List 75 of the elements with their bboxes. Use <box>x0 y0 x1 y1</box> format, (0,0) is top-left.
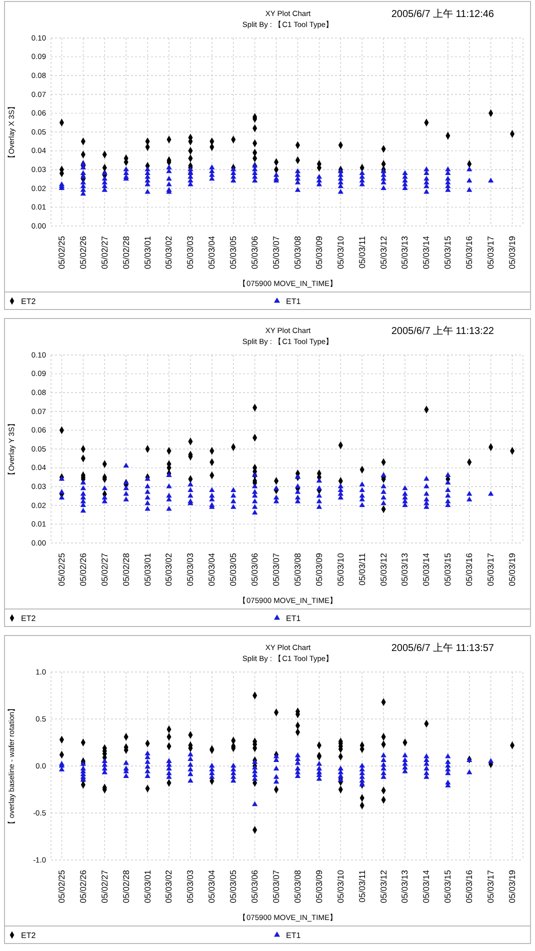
x-tick-label: 05/02/25 <box>56 236 66 270</box>
x-tick-label: 05/03/17 <box>486 236 496 270</box>
x-tick-label: 05/03/04 <box>206 870 217 904</box>
x-tick-label: 05/02/26 <box>78 870 88 904</box>
x-tick-label: 05/03/19 <box>506 236 517 270</box>
x-tick-label: 05/03/08 <box>292 236 302 270</box>
x-tick-label: 05/03/09 <box>314 236 324 270</box>
x-tick-label: 05/03/13 <box>400 236 410 270</box>
text: 2005/6/7 上午 11:13:57 <box>391 642 494 654</box>
x-tick-label: 05/03/14 <box>421 552 432 586</box>
x-tick-label: 05/03/13 <box>400 552 410 586</box>
x-tick-label: 05/02/27 <box>99 870 110 904</box>
x-tick-label: 05/03/10 <box>335 236 346 270</box>
x-tick-label: 05/03/02 <box>164 552 174 586</box>
x-tick-label: 05/03/07 <box>270 870 281 904</box>
x-tick-label: 05/02/25 <box>56 552 66 586</box>
x-tick-label: 05/03/16 <box>464 870 474 904</box>
x-tick-label: 05/03/11 <box>356 236 367 268</box>
text: 2005/6/7 上午 11:12:46 <box>391 8 494 20</box>
x-tick-label: 05/02/27 <box>99 236 110 270</box>
x-tick-label: 05/02/27 <box>99 552 110 586</box>
x-tick-label: 05/03/10 <box>335 552 346 586</box>
x-tick-label: 05/03/12 <box>378 552 388 586</box>
x-tick-label: 05/03/19 <box>506 552 517 586</box>
x-tick-label: 05/03/03 <box>185 236 196 270</box>
legend-label: ET2 <box>21 931 36 940</box>
x-tick-label: 05/03/08 <box>292 870 302 904</box>
x-tick-label: 05/03/03 <box>185 552 196 586</box>
x-tick-label: 05/03/05 <box>228 236 238 270</box>
legend-label: ET2 <box>21 297 36 306</box>
x-tick-label: 05/03/11 <box>356 870 367 902</box>
x-tick-label: 05/03/04 <box>206 552 217 586</box>
legend-label: ET1 <box>286 297 302 306</box>
x-tick-label: 05/02/28 <box>120 236 131 270</box>
x-tick-label: 05/03/11 <box>356 552 367 586</box>
x-tick-label: 05/03/01 <box>142 552 152 586</box>
legend-label: ET2 <box>21 614 36 623</box>
x-tick-label: 05/03/16 <box>464 236 474 270</box>
x-tick-label: 05/03/14 <box>421 236 432 270</box>
x-tick-label: 05/03/13 <box>400 870 410 904</box>
text: 2005/6/7 上午 11:13:22 <box>391 325 494 337</box>
x-tick-label: 05/03/09 <box>314 552 324 586</box>
x-tick-label: 05/03/07 <box>270 552 281 586</box>
x-tick-label: 05/03/07 <box>270 236 281 270</box>
x-tick-label: 05/03/15 <box>442 236 453 270</box>
x-tick-label: 05/03/06 <box>250 236 260 270</box>
x-tick-label: 05/03/05 <box>228 870 238 904</box>
x-tick-label: 05/03/15 <box>442 870 453 904</box>
x-tick-label: 05/03/06 <box>250 552 260 586</box>
x-tick-label: 05/03/14 <box>421 870 432 904</box>
x-tick-label: 05/03/05 <box>228 552 238 586</box>
x-tick-label: 05/03/02 <box>164 870 174 904</box>
x-tick-label: 05/03/02 <box>164 236 174 270</box>
x-tick-label: 05/02/28 <box>120 870 131 904</box>
x-tick-label: 05/03/12 <box>378 870 388 904</box>
x-tick-label: 05/03/01 <box>142 870 152 904</box>
x-tick-label: 05/02/26 <box>78 552 88 586</box>
x-tick-label: 05/03/06 <box>250 870 260 904</box>
x-tick-label: 05/03/17 <box>486 870 496 904</box>
x-tick-label: 05/02/28 <box>120 552 131 586</box>
x-tick-label: 05/03/04 <box>206 236 217 270</box>
x-tick-label: 05/03/10 <box>335 870 346 904</box>
x-tick-label: 05/03/08 <box>292 552 302 586</box>
x-tick-label: 05/02/25 <box>56 870 66 904</box>
x-tick-label: 05/03/03 <box>185 870 196 904</box>
x-tick-label: 05/02/26 <box>78 236 88 270</box>
x-tick-label: 05/03/16 <box>464 552 474 586</box>
x-tick-label: 05/03/17 <box>486 552 496 586</box>
x-tick-label: 05/03/01 <box>142 236 152 270</box>
x-tick-label: 05/03/19 <box>506 870 517 904</box>
x-tick-label: 05/03/09 <box>314 870 324 904</box>
x-tick-label: 05/03/15 <box>442 552 453 586</box>
x-tick-label: 05/03/12 <box>378 236 388 270</box>
legend-label: ET1 <box>286 931 302 940</box>
legend-label: ET1 <box>286 614 302 623</box>
